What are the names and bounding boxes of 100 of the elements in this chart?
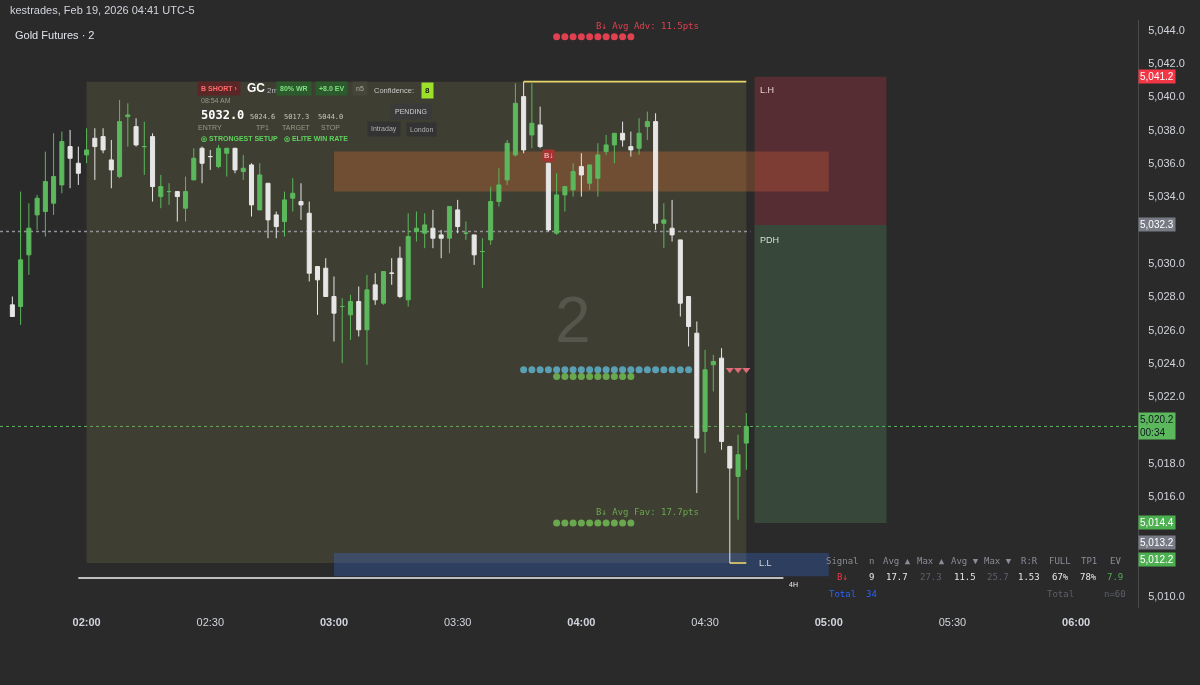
point [602, 366, 610, 374]
candlestick [59, 131, 65, 194]
annotation: Total [829, 589, 857, 599]
candlestick [166, 182, 172, 206]
candlestick [331, 276, 337, 342]
annotation: 78% [1080, 572, 1097, 582]
annotation: R:R [1021, 556, 1038, 566]
x-tick-label: 06:00 [1062, 616, 1091, 628]
point [569, 372, 577, 380]
y-tick-label: 5,022.0 [1148, 390, 1185, 403]
text: 5,041.2 [1140, 71, 1174, 82]
candlestick [595, 142, 601, 198]
point [586, 519, 594, 527]
point [619, 519, 627, 527]
point [676, 366, 684, 374]
annotation: GC [247, 81, 266, 95]
candlestick [727, 445, 733, 564]
point [528, 366, 536, 374]
candlestick [364, 274, 370, 366]
point [569, 366, 577, 374]
annotation: Max ▲ [917, 556, 945, 566]
point [627, 372, 635, 380]
annotation: B↓ [544, 151, 554, 160]
annotation: 5032.0 [201, 108, 245, 122]
text: 5,012.2 [1140, 554, 1174, 565]
annotation: 17.7 [886, 572, 908, 582]
annotation: 11.5 [954, 572, 976, 582]
candlestick [661, 202, 667, 249]
annotation: Avg ▼ [951, 556, 979, 566]
point [627, 33, 635, 41]
text: 5,032.3 [1140, 219, 1174, 230]
candlestick [75, 146, 81, 186]
candlestick [570, 162, 576, 198]
candlestick [125, 102, 131, 148]
y-tick-label: 5,026.0 [1148, 323, 1185, 336]
candlestick [314, 266, 321, 316]
x-tick-label: 04:30 [691, 616, 719, 628]
point [627, 366, 635, 374]
point [569, 33, 577, 41]
candlestick [9, 296, 15, 317]
point [619, 366, 627, 374]
annotation: Total [1047, 589, 1075, 599]
point [544, 366, 552, 374]
candlestick [397, 246, 403, 299]
point [553, 33, 561, 41]
candlestick [735, 434, 741, 521]
candlestick [108, 139, 114, 189]
point [561, 372, 569, 380]
point [594, 33, 602, 41]
point [610, 33, 618, 41]
x-tick-label: 05:30 [938, 616, 967, 628]
annotation: 67% [1052, 572, 1069, 582]
point [602, 372, 610, 380]
candlestick [455, 199, 461, 234]
candlestick [298, 182, 304, 221]
annotation: TP1 [1081, 556, 1098, 566]
candlestick [141, 121, 147, 176]
point [610, 372, 618, 380]
candlestick [620, 121, 626, 148]
annotation: B↓ [837, 572, 848, 582]
point [594, 519, 602, 527]
candlestick [273, 211, 279, 239]
candlestick [537, 106, 543, 149]
annotation: B↓ Avg Adv: 11.5pts [596, 21, 699, 31]
candlestick [100, 127, 106, 154]
point [594, 372, 602, 380]
point [610, 366, 618, 374]
annotation: 9 [869, 572, 875, 582]
candlestick [529, 82, 535, 149]
candlestick [306, 201, 312, 283]
candlestick [677, 239, 683, 317]
point [660, 366, 668, 374]
candlestick [686, 296, 692, 347]
annotation: 1.53 [1018, 572, 1040, 582]
y-tick-label: 5,028.0 [1148, 290, 1185, 303]
candlestick [356, 286, 362, 337]
y-tick-label: 5,044.0 [1148, 23, 1185, 36]
point [635, 366, 643, 374]
candlestick [587, 164, 593, 191]
annotation: 25.7 [987, 572, 1009, 582]
candlestick [42, 151, 48, 238]
candlestick [339, 297, 345, 364]
point [610, 519, 618, 527]
candlestick [644, 111, 650, 141]
y-tick-label: 5,030.0 [1148, 257, 1185, 270]
candlestick [84, 127, 90, 164]
y-tick-label: 5,010.0 [1148, 590, 1185, 603]
candlestick [207, 149, 213, 171]
candlestick [248, 162, 255, 218]
annotation: 7.9 [1107, 572, 1124, 582]
x-tick-label: 03:30 [443, 616, 472, 628]
candlestick [669, 199, 675, 243]
annotation: 34 [866, 589, 877, 599]
x-tick-label: 02:00 [72, 616, 101, 628]
y-tick-label: 5,040.0 [1148, 90, 1185, 103]
point [553, 366, 561, 374]
annotation: PDH [760, 235, 780, 245]
candlestick [405, 212, 411, 307]
point [561, 366, 569, 374]
candlestick [628, 131, 634, 158]
